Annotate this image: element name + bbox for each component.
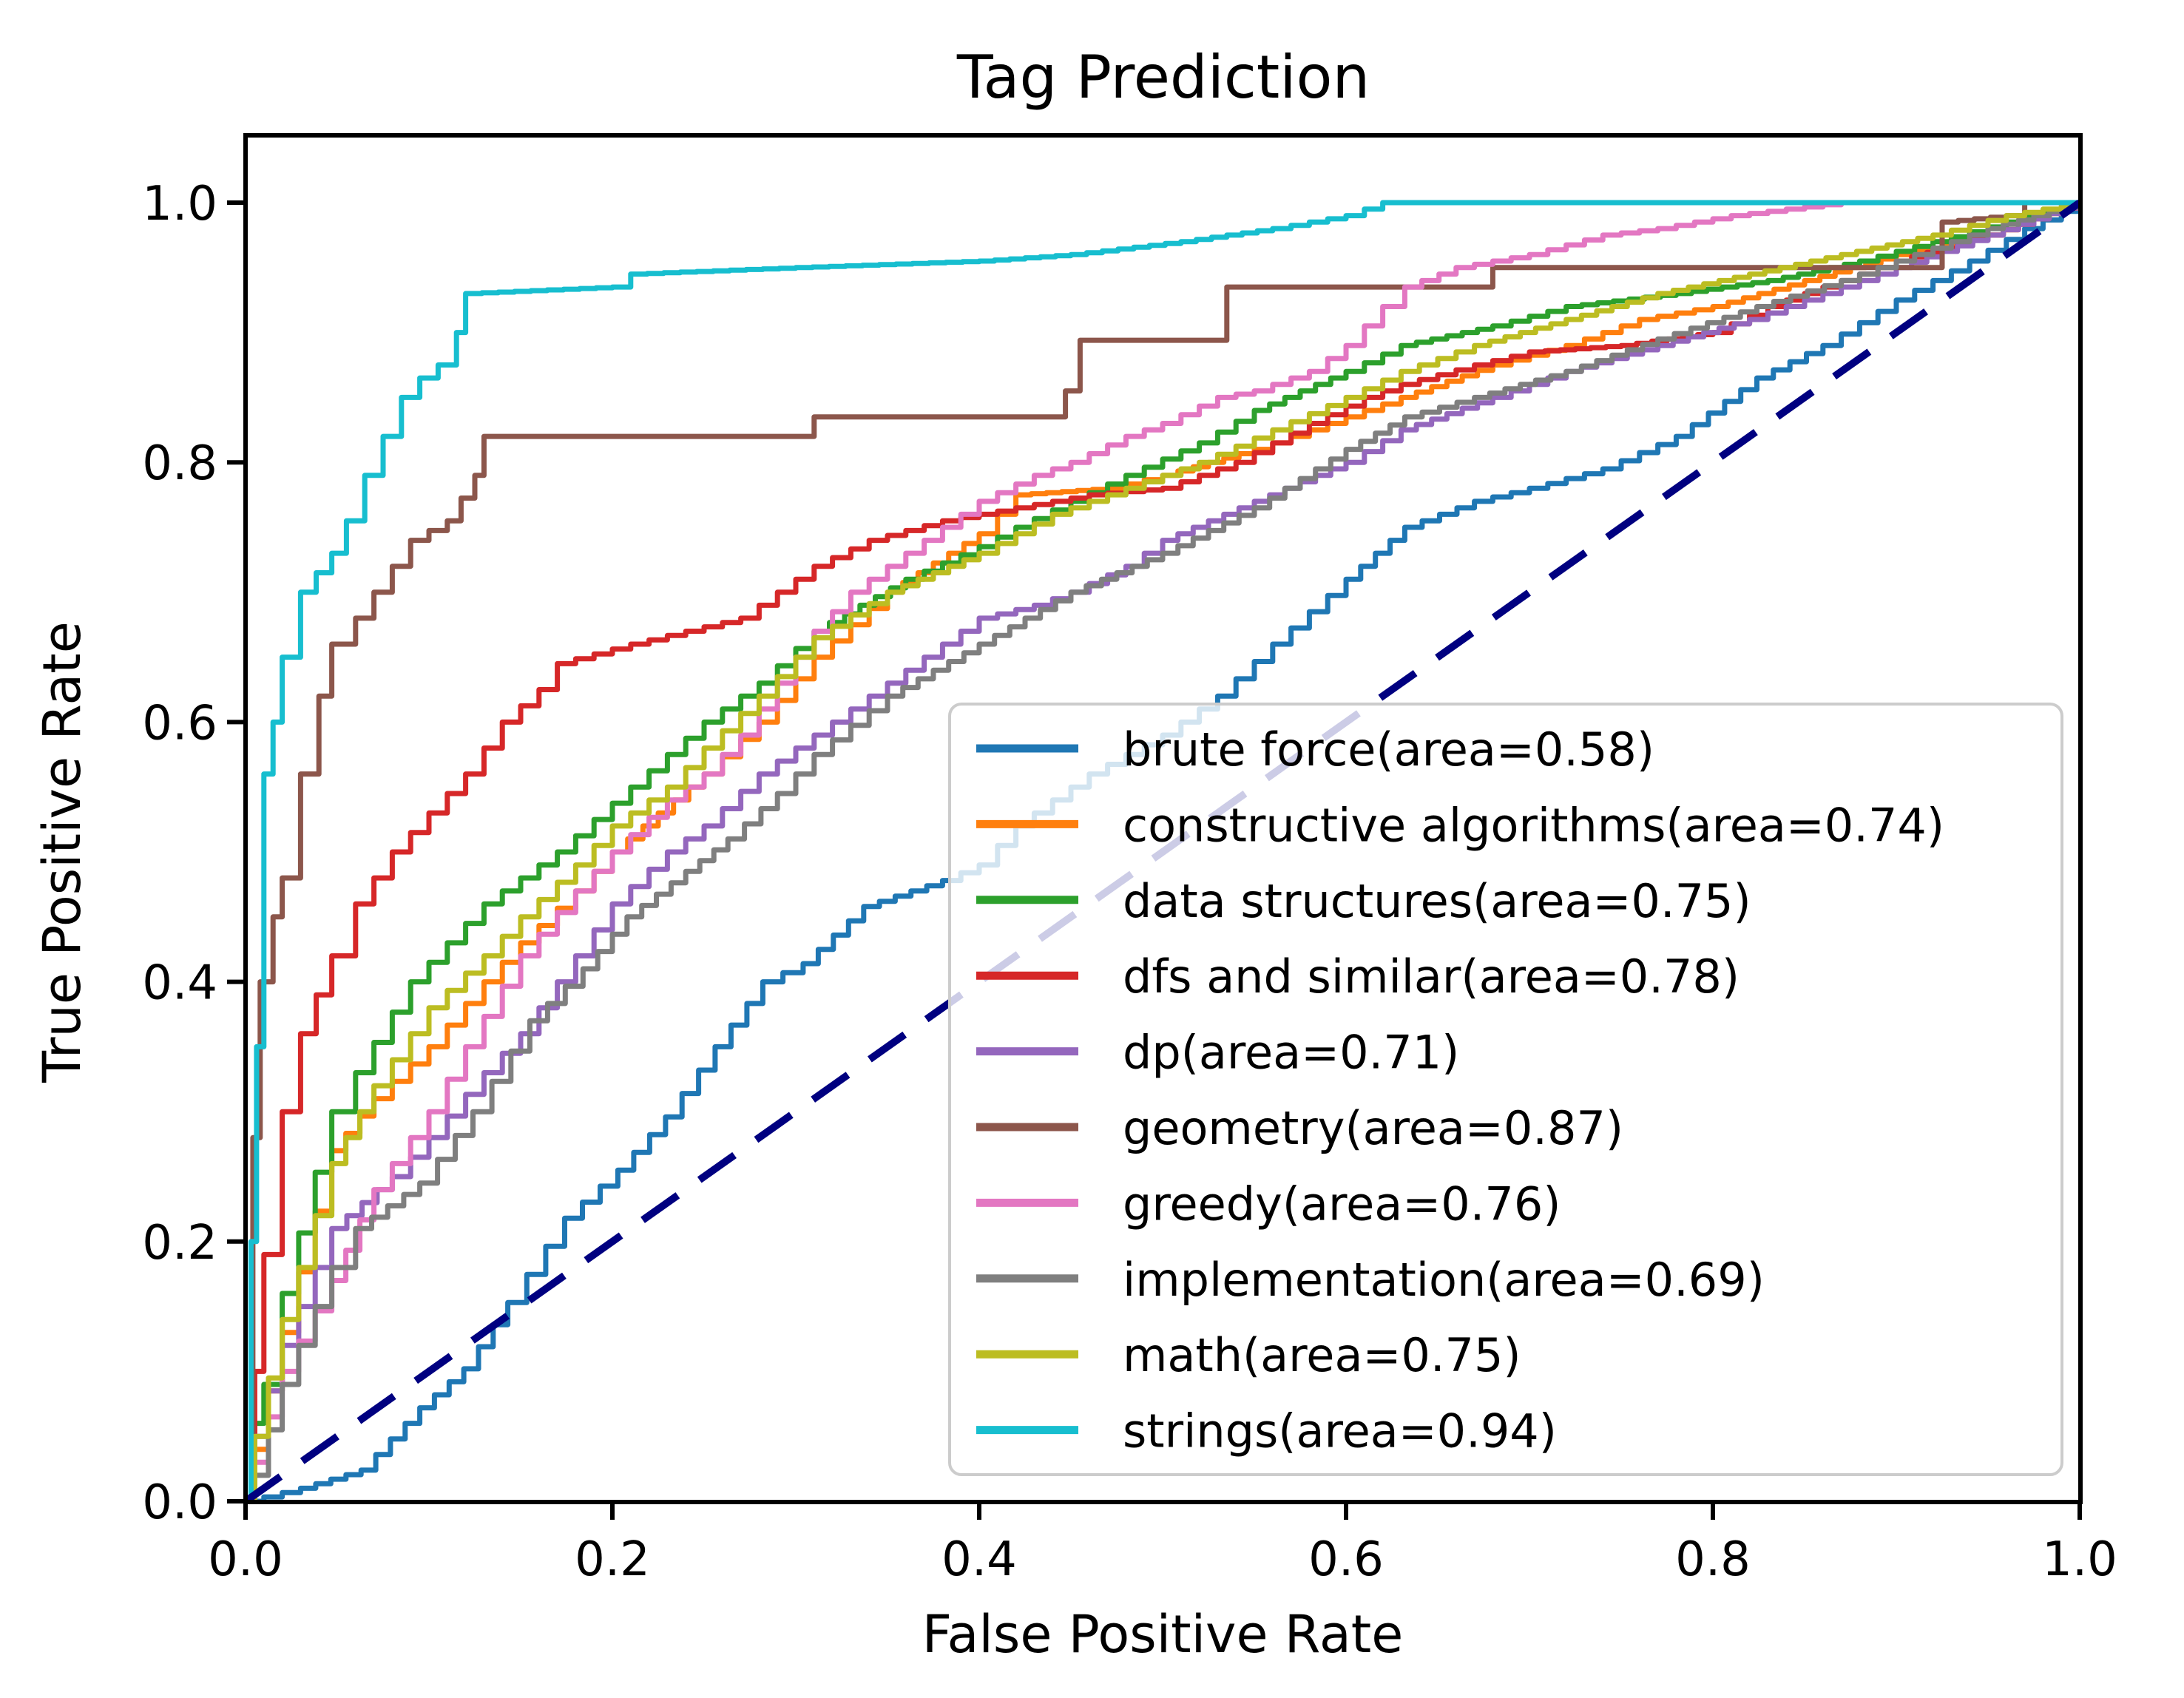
legend: brute force(area=0.58) constructive algor… — [948, 703, 2063, 1476]
y-tick-label: 0.2 — [142, 1216, 217, 1271]
legend-label: strings(area=0.94) — [1123, 1404, 1557, 1458]
legend-box — [948, 703, 2063, 1476]
series-math — [243, 200, 2083, 1504]
series-strings — [243, 200, 2083, 1504]
y-axis-label: True Positive Rate — [32, 621, 92, 1083]
legend-item: implementation(area=0.69) — [976, 1253, 1765, 1307]
ticks-layer: 0.0 0.2 0.4 0.6 0.8 1.0 0.0 0.2 0.4 0.6 0.8 1.0 — [142, 177, 2117, 1587]
series-implementation — [243, 200, 2083, 1504]
legend-item: constructive algorithms(area=0.74) — [976, 798, 1944, 852]
legend-label: constructive algorithms(area=0.74) — [1123, 798, 1944, 852]
legend-label: math(area=0.75) — [1123, 1328, 1521, 1382]
legend-item: brute force(area=0.58) — [976, 723, 1654, 777]
legend-label: dp(area=0.71) — [1123, 1026, 1459, 1080]
legend-label: geometry(area=0.87) — [1123, 1101, 1623, 1155]
legend-item: data structures(area=0.75) — [976, 874, 1751, 928]
x-tick-label: 0.2 — [575, 1532, 650, 1587]
chart-title: Tag Prediction — [956, 43, 1370, 112]
x-tick-label: 0.4 — [941, 1532, 1017, 1587]
x-tick-label: 1.0 — [2042, 1532, 2117, 1587]
y-tick-label: 0.0 — [142, 1475, 217, 1530]
legend-item: math(area=0.75) — [976, 1328, 1521, 1382]
legend-item: greedy(area=0.76) — [976, 1177, 1561, 1231]
legend-item: strings(area=0.94) — [976, 1404, 1557, 1458]
curves-layer — [243, 199, 2083, 1505]
legend-label: greedy(area=0.76) — [1123, 1177, 1561, 1231]
y-tick-label: 1.0 — [142, 177, 217, 231]
y-tick-label: 0.8 — [142, 436, 217, 491]
x-tick-label: 0.6 — [1308, 1532, 1384, 1587]
y-tick-label: 0.6 — [142, 696, 217, 751]
legend-label: dfs and similar(area=0.78) — [1123, 950, 1740, 1004]
series-greedy — [243, 200, 2083, 1504]
y-tick-label: 0.4 — [142, 956, 217, 1011]
legend-item: dfs and similar(area=0.78) — [976, 950, 1740, 1004]
legend-label: brute force(area=0.58) — [1123, 723, 1654, 777]
x-tick-label: 0.0 — [208, 1532, 283, 1587]
legend-label: data structures(area=0.75) — [1123, 874, 1751, 928]
x-tick-label: 0.8 — [1675, 1532, 1751, 1587]
series-data-structures — [243, 200, 2083, 1504]
axes-spines — [243, 133, 2083, 1504]
x-axis-label: False Positive Rate — [922, 1604, 1404, 1665]
legend-item: geometry(area=0.87) — [976, 1101, 1623, 1155]
legend-item: dp(area=0.71) — [976, 1026, 1459, 1080]
legend-label: implementation(area=0.69) — [1123, 1253, 1765, 1307]
